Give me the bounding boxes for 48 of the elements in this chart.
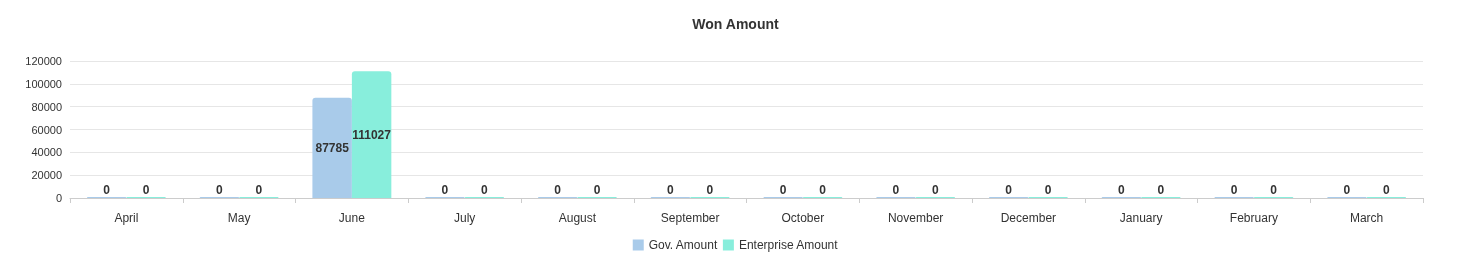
data-label: 0: [593, 183, 601, 197]
x-tick-label: June: [338, 211, 366, 225]
data-label: 0: [779, 183, 787, 197]
data-label: 0: [1005, 183, 1013, 197]
y-tick-label: 80000: [31, 100, 62, 113]
data-label: 87785: [315, 140, 350, 155]
data-label: 0: [892, 183, 900, 197]
bar: [351, 71, 392, 198]
x-tick-label: August: [558, 211, 597, 225]
data-label: 0: [216, 183, 224, 197]
x-tick-label: December: [1000, 211, 1057, 225]
y-tick-label: 40000: [31, 146, 62, 159]
data-label: 0: [706, 183, 714, 197]
data-label: 0: [1270, 183, 1278, 197]
data-label: 111027: [352, 127, 392, 142]
data-label: 0: [819, 183, 827, 197]
data-label: 0: [932, 183, 940, 197]
data-label: 0: [667, 183, 675, 197]
x-tick-label: November: [887, 211, 944, 225]
data-label: 0: [1044, 183, 1052, 197]
chart-title: Won Amount: [692, 16, 779, 32]
data-label: 0: [441, 183, 449, 197]
x-tick-label: April: [114, 211, 139, 225]
data-label: 0: [1230, 183, 1238, 197]
data-label: 0: [142, 183, 150, 197]
legend-label: Gov. Amount: [648, 238, 718, 252]
y-tick-label: 120000: [25, 55, 62, 67]
x-tick-label: January: [1119, 211, 1163, 225]
x-tick-label: May: [227, 211, 251, 225]
y-tick-label: 100000: [25, 77, 62, 90]
y-tick-label: 20000: [31, 169, 62, 182]
data-label: 0: [103, 183, 111, 197]
data-label: 0: [1383, 183, 1391, 197]
x-tick-label: July: [453, 211, 476, 225]
y-tick-label: 60000: [31, 123, 62, 136]
data-label: 0: [1343, 183, 1351, 197]
data-label: 0: [554, 183, 562, 197]
data-label: 0: [255, 183, 263, 197]
data-label: 0: [481, 183, 489, 197]
bar: [312, 97, 352, 198]
x-tick-label: March: [1349, 211, 1384, 225]
y-tick-label: 0: [55, 192, 62, 204]
x-tick-label: September: [660, 211, 720, 225]
data-label: 0: [1157, 183, 1165, 197]
legend-label: Enterprise Amount: [738, 238, 839, 252]
x-tick-label: October: [781, 211, 825, 225]
x-tick-label: February: [1229, 211, 1278, 225]
data-label: 0: [1118, 183, 1126, 197]
